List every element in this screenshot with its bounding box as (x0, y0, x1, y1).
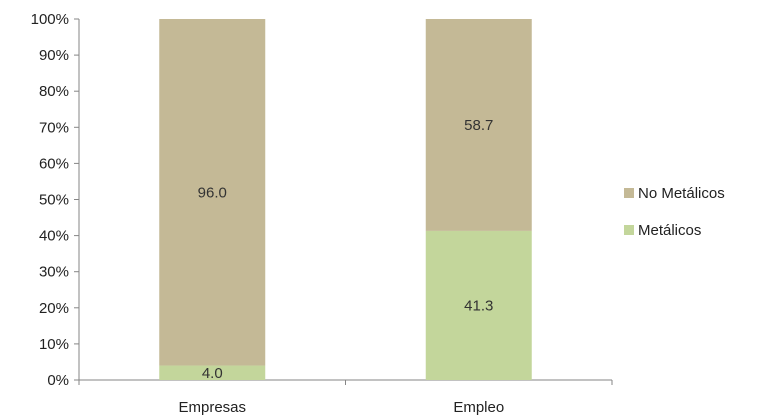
bar-segment (425, 19, 532, 231)
y-tick-label: 90% (39, 47, 69, 64)
data-label: 58.7 (464, 117, 493, 134)
y-tick-label: 10% (39, 336, 69, 353)
y-axis: 0% 10% 20% 30% 40% 50% 60% 70% 80% 90% 100% (31, 11, 80, 389)
bar-segment (425, 230, 532, 380)
x-category-label: Empresas (178, 399, 246, 416)
y-tick-label: 100% (31, 11, 69, 28)
data-labels: 4.0 96.0 41.3 58.7 (198, 117, 494, 382)
bars (159, 19, 532, 380)
y-tick-label: 20% (39, 300, 69, 317)
data-label: 41.3 (464, 297, 493, 314)
data-label: 96.0 (198, 184, 227, 201)
x-axis: Empresas Empleo (78, 379, 613, 416)
legend-swatch (624, 188, 634, 198)
bar-segment (159, 365, 266, 380)
legend: No Metálicos Metálicos (624, 185, 725, 239)
legend-label: No Metálicos (638, 185, 725, 202)
x-category-label: Empleo (453, 399, 504, 416)
y-tick-label: 30% (39, 264, 69, 281)
legend-swatch (624, 225, 634, 235)
y-tick-label: 50% (39, 192, 69, 209)
y-tick-label: 80% (39, 83, 69, 100)
data-label: 4.0 (202, 365, 223, 382)
y-tick-label: 40% (39, 228, 69, 245)
bar-segment (159, 19, 266, 366)
y-tick-label: 70% (39, 119, 69, 136)
y-tick-label: 60% (39, 155, 69, 172)
legend-label: Metálicos (638, 222, 701, 239)
y-tick-label: 0% (47, 372, 69, 389)
